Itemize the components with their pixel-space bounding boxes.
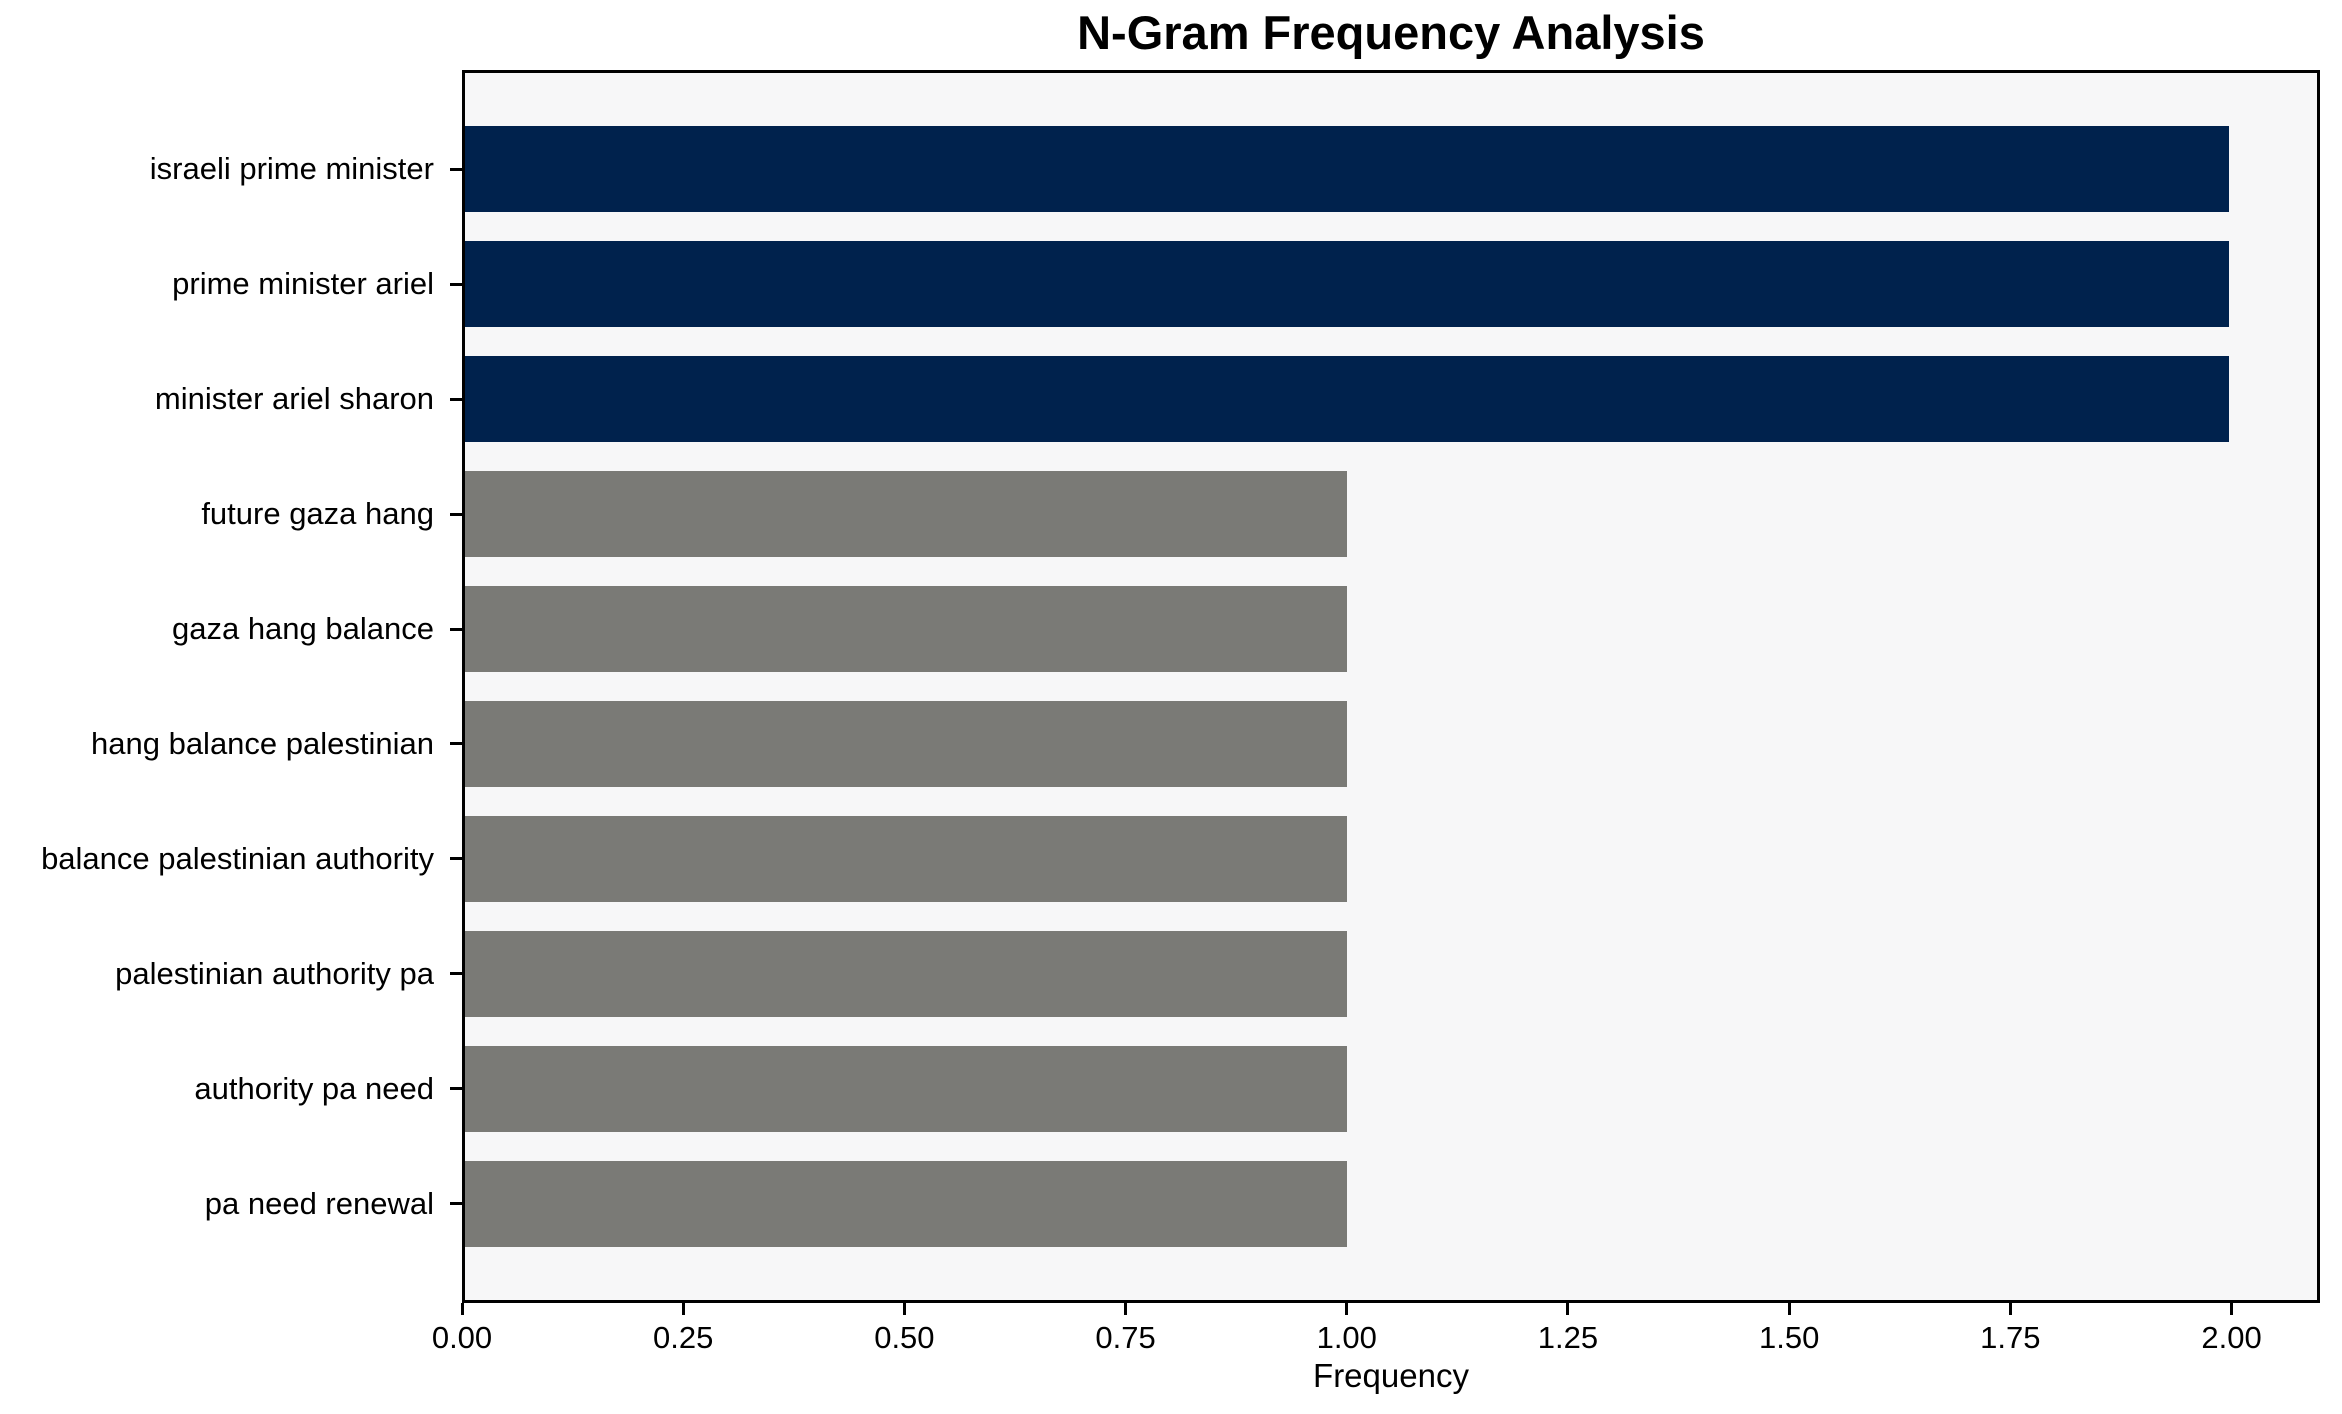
y-tick-mark — [450, 857, 462, 861]
bar — [465, 126, 2229, 213]
bar — [465, 930, 1347, 1018]
x-axis-label: Frequency — [1313, 1357, 1469, 1394]
x-tick-label: 1.50 — [1758, 1320, 1820, 1355]
y-tick-label: future gaza hang — [201, 496, 434, 532]
x-tick-label: 1.25 — [1537, 1320, 1599, 1355]
y-tick-mark — [450, 627, 462, 631]
y-tick-label: palestinian authority pa — [115, 955, 434, 991]
x-tick-label: 1.75 — [1980, 1320, 2041, 1355]
x-tick-label: 0.50 — [874, 1320, 935, 1355]
x-tick-mark — [2008, 1303, 2012, 1315]
y-tick-label: authority pa need — [194, 1070, 434, 1106]
y-tick-mark — [450, 1202, 462, 1206]
x-tick-label: 0.75 — [1095, 1320, 1156, 1355]
x-tick-mark — [460, 1303, 464, 1315]
y-tick-label: balance palestinian authority — [41, 840, 434, 876]
bar — [465, 700, 1347, 788]
x-tick-mark — [2230, 1303, 2234, 1315]
x-tick-mark — [902, 1303, 906, 1315]
x-tick-label: 0.25 — [653, 1320, 714, 1355]
bar — [465, 241, 2229, 328]
y-tick-mark — [450, 972, 462, 976]
chart-title: N-Gram Frequency Analysis — [1077, 6, 1705, 59]
x-tick-label: 2.00 — [2201, 1320, 2262, 1355]
bar — [465, 355, 2229, 443]
x-tick-mark — [1124, 1303, 1128, 1315]
y-tick-mark — [450, 397, 462, 401]
y-tick-label: gaza hang balance — [171, 611, 434, 647]
bar — [465, 815, 1347, 903]
y-tick-mark — [450, 167, 462, 171]
plot-area — [462, 70, 2320, 1303]
y-tick-mark — [450, 1087, 462, 1091]
x-tick-label: 0.00 — [431, 1320, 493, 1355]
y-tick-mark — [450, 512, 462, 516]
bar — [465, 470, 1347, 558]
x-tick-mark — [1345, 1303, 1349, 1315]
y-tick-label: pa need renewal — [204, 1185, 434, 1221]
x-tick-mark — [681, 1303, 685, 1315]
y-tick-label: minister ariel sharon — [154, 381, 434, 417]
y-tick-mark — [450, 742, 462, 746]
y-tick-label: hang balance palestinian — [91, 725, 434, 761]
y-tick-label: prime minister ariel — [172, 266, 434, 302]
x-tick-mark — [1566, 1303, 1570, 1315]
bar — [465, 1045, 1347, 1132]
x-tick-label: 1.00 — [1316, 1320, 1377, 1355]
bar — [465, 1160, 1347, 1247]
y-tick-mark — [450, 282, 462, 286]
y-tick-label: israeli prime minister — [149, 151, 434, 187]
x-tick-mark — [1787, 1303, 1791, 1315]
bar — [465, 585, 1347, 673]
